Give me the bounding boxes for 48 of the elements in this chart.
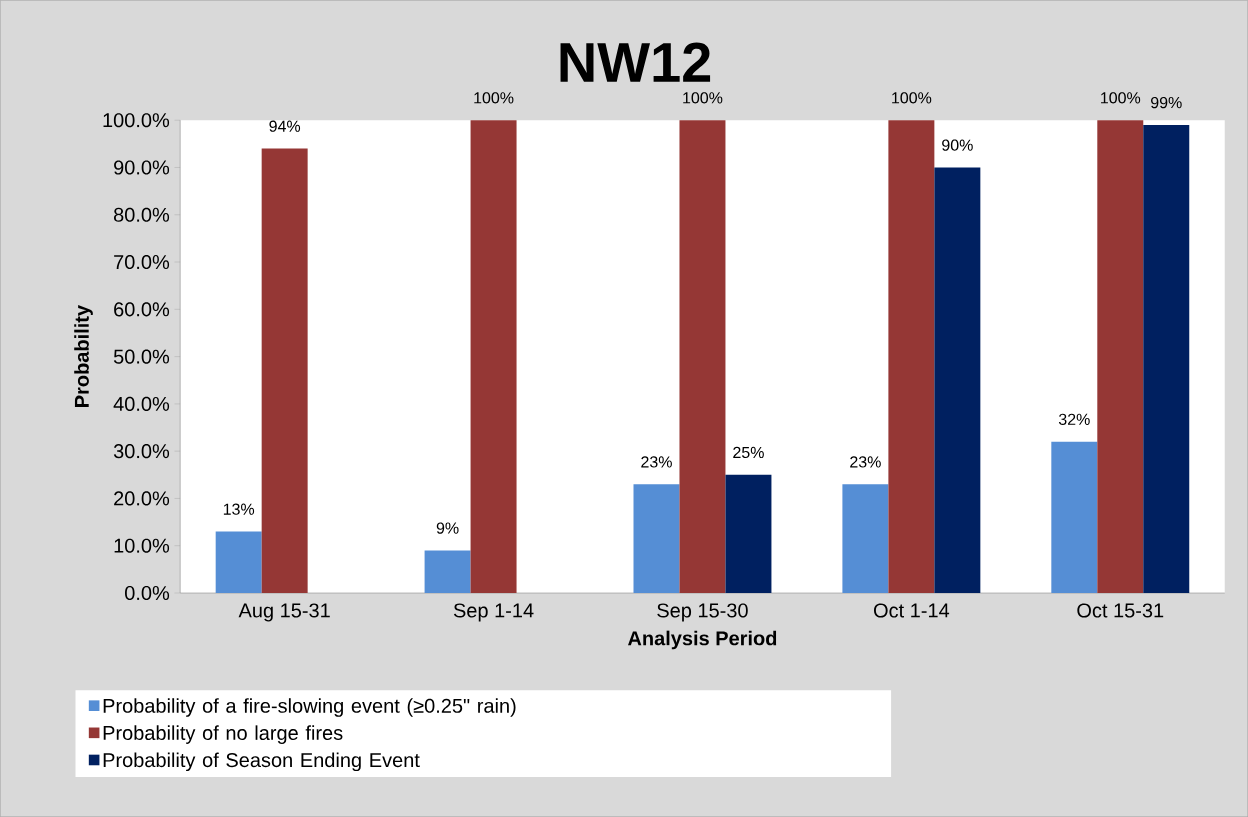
y-tick-label: 80.0% bbox=[113, 207, 170, 222]
bar bbox=[215, 531, 262, 593]
data-label: 23% bbox=[850, 456, 881, 468]
data-label: 99% bbox=[1151, 96, 1182, 109]
bar bbox=[1051, 441, 1098, 593]
data-label: 9% bbox=[436, 522, 459, 534]
x-axis-title: Analysis Period bbox=[627, 630, 777, 650]
y-tick-label: 50.0% bbox=[113, 349, 170, 364]
y-tick-label: 0.0% bbox=[125, 585, 170, 600]
legend-label: Probability of no large fires bbox=[103, 725, 343, 744]
x-tick-label: Sep 1-14 bbox=[453, 603, 534, 622]
bar bbox=[679, 120, 726, 593]
data-label: 13% bbox=[223, 503, 255, 515]
y-tick-label: 10.0% bbox=[114, 538, 170, 553]
bar bbox=[725, 474, 772, 593]
bar bbox=[470, 120, 517, 593]
x-tick-label: Sep 15-30 bbox=[657, 603, 748, 622]
data-label: 23% bbox=[641, 456, 672, 468]
bar bbox=[424, 550, 471, 593]
x-tick-label: Oct 15-31 bbox=[1077, 603, 1164, 618]
bar bbox=[633, 484, 680, 593]
x-tick-label: Aug 15-31 bbox=[238, 603, 330, 622]
data-label: 94% bbox=[269, 120, 301, 132]
y-tick-label: 20.0% bbox=[114, 491, 170, 506]
bar bbox=[934, 167, 981, 593]
y-tick-label: 40.0% bbox=[113, 396, 170, 411]
data-label: 100% bbox=[892, 92, 932, 104]
bar bbox=[1143, 124, 1190, 593]
x-tick-label: Oct 1-14 bbox=[873, 603, 950, 618]
y-tick-label: 70.0% bbox=[114, 254, 170, 270]
legend-label: Probability of Season Ending Event bbox=[103, 752, 420, 772]
y-tick-label: 60.0% bbox=[114, 302, 170, 317]
data-label: 100% bbox=[683, 92, 723, 104]
data-label: 100% bbox=[474, 92, 514, 104]
bar bbox=[888, 120, 935, 593]
data-label: 100% bbox=[1101, 92, 1141, 104]
chart-title: NW12 bbox=[560, 42, 711, 82]
bar bbox=[261, 148, 308, 593]
bar bbox=[842, 484, 889, 593]
bar bbox=[1097, 120, 1144, 593]
y-tick-label: 100.0% bbox=[103, 113, 170, 128]
data-label: 32% bbox=[1058, 413, 1090, 425]
y-tick-label: 30.0% bbox=[113, 444, 170, 459]
y-tick-label: 90.0% bbox=[114, 160, 170, 175]
data-label: 90% bbox=[942, 139, 973, 151]
data-label: 25% bbox=[733, 446, 764, 459]
y-axis-title: Probability bbox=[74, 304, 93, 407]
legend-label: Probability of a fire-slowing event (≥0.25" rain) bbox=[103, 698, 516, 717]
